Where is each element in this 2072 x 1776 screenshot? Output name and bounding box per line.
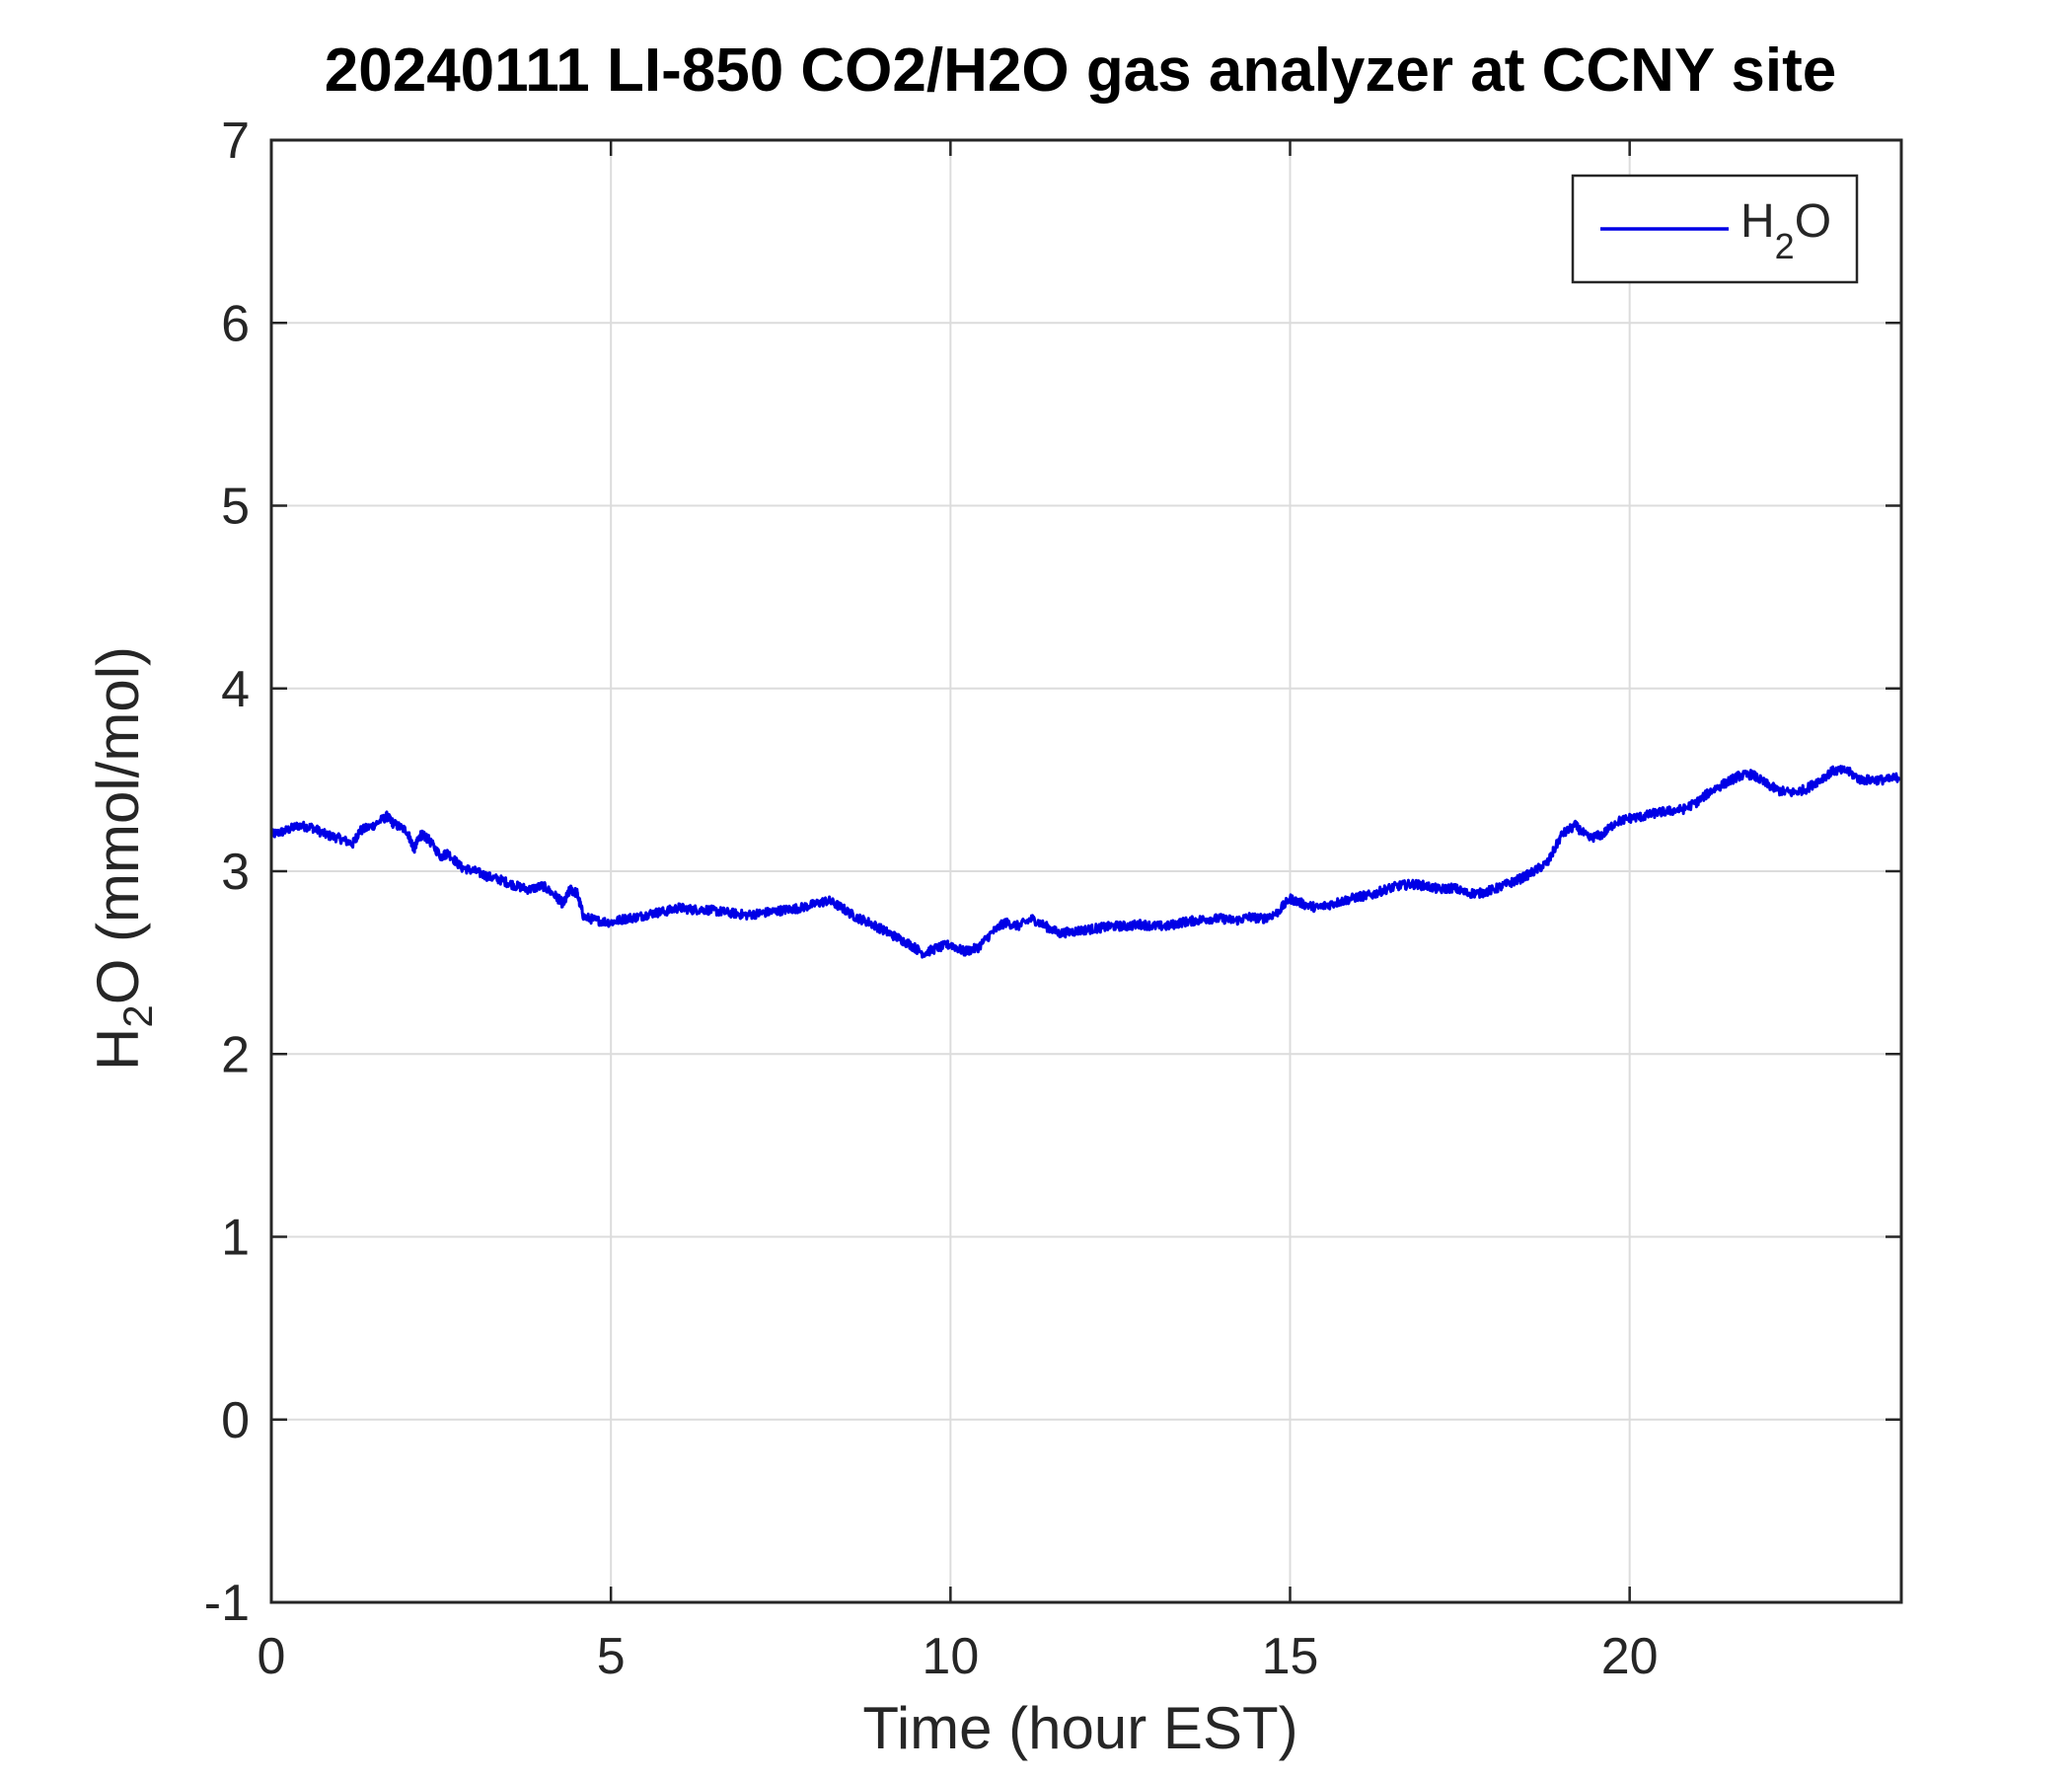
series-line-h2o <box>269 765 1903 959</box>
y-tick-label: 0 <box>221 1392 250 1449</box>
y-axis-title-subscript: 2 <box>114 1004 161 1027</box>
grid-lines <box>271 140 1901 1602</box>
y-tick-label: 4 <box>221 661 250 718</box>
x-tick-label: 5 <box>597 1628 626 1685</box>
y-tick-label: 5 <box>221 479 250 536</box>
legend-entry-label: H2O <box>1740 195 1831 266</box>
y-axis-title: H2O (mmol/mol) <box>85 646 161 1071</box>
y-tick-label: 3 <box>221 844 250 901</box>
y-tick-label: -1 <box>204 1575 250 1632</box>
y-tick-label: 6 <box>221 295 250 352</box>
y-tick-label: 7 <box>221 112 250 170</box>
y-axis-title-base: H <box>85 1028 151 1071</box>
series-layer <box>269 765 1903 959</box>
x-tick-label: 20 <box>1601 1628 1659 1685</box>
legend: H2O <box>1571 174 1859 284</box>
y-tick-label: 1 <box>221 1210 250 1267</box>
x-tick-label: 10 <box>922 1628 979 1685</box>
legend-entry-rest: O <box>1795 195 1831 248</box>
x-axis-title: Time (hour EST) <box>862 1695 1297 1761</box>
y-tick-label: 2 <box>221 1026 250 1083</box>
chart-title: 20240111 LI-850 CO2/H2O gas analyzer at … <box>325 37 1836 105</box>
y-axis-title-rest: O (mmol/mol) <box>85 646 151 1004</box>
legend-entry-base: H <box>1740 195 1775 248</box>
legend-entry-subscript: 2 <box>1775 226 1795 266</box>
x-tick-label: 0 <box>258 1628 286 1685</box>
x-tick-label: 15 <box>1262 1628 1319 1685</box>
